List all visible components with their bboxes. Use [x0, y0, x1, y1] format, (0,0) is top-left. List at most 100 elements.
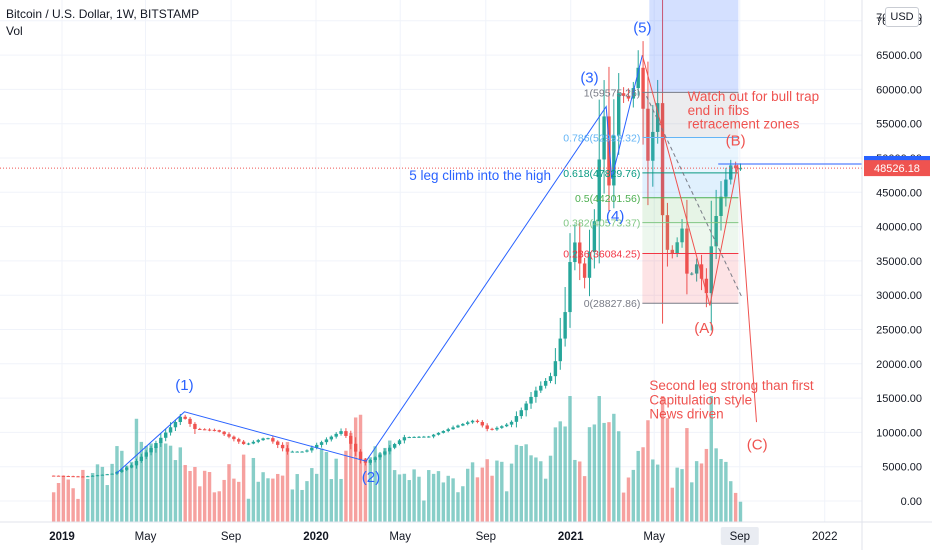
candle	[392, 444, 397, 448]
y-tick-label: 35000.00	[876, 256, 922, 268]
volume-bar	[392, 470, 397, 522]
candle	[90, 475, 95, 477]
candle	[271, 438, 275, 442]
volume-bar	[519, 446, 523, 522]
fib-label-0.618: 0.618(47829.76)	[563, 168, 640, 180]
x-tick-label: 2019	[49, 531, 75, 543]
x-tick-label: 2020	[303, 531, 329, 543]
candle	[621, 93, 626, 96]
volume-bar	[144, 445, 148, 522]
candle	[314, 444, 319, 448]
candle	[110, 473, 114, 475]
candle	[329, 436, 334, 440]
volume-bar	[495, 460, 499, 522]
candle	[173, 422, 178, 428]
volume-bar	[733, 492, 738, 522]
candle	[368, 460, 372, 463]
wave-label-2: (2)	[362, 469, 380, 486]
volume-bar	[690, 482, 694, 522]
volume-bar	[524, 444, 528, 522]
candle	[125, 467, 129, 470]
volume-bar	[178, 447, 183, 522]
volume-bar	[290, 489, 295, 522]
candle	[665, 215, 670, 250]
volume-bar	[475, 477, 480, 522]
volume-bars	[51, 396, 743, 522]
candle	[412, 436, 416, 438]
volume-bar	[227, 464, 231, 522]
candle	[587, 252, 592, 278]
volume-bar	[636, 450, 640, 522]
candle	[227, 434, 231, 437]
volume-bar	[670, 487, 675, 522]
volume-bar	[655, 464, 660, 522]
volume-bar	[207, 472, 212, 522]
annotation-text: 5 leg climb into the high	[409, 168, 551, 183]
wave-label-3: (3)	[580, 70, 598, 87]
volume-bar	[714, 448, 718, 522]
candle	[456, 425, 460, 428]
candle	[733, 165, 738, 169]
volume-bar	[310, 468, 314, 522]
candle	[548, 376, 553, 381]
candle	[81, 476, 85, 478]
volume-bar	[319, 448, 324, 522]
candle	[427, 436, 431, 438]
trend-dashed-line	[646, 96, 744, 299]
volume-bar	[441, 482, 446, 522]
candle	[383, 451, 387, 455]
volume-bar	[558, 421, 562, 522]
candle	[709, 246, 713, 294]
volume-bar	[407, 480, 411, 522]
candle	[86, 476, 90, 478]
grid	[0, 0, 862, 522]
symbol-title[interactable]: Bitcoin / U.S. Dollar, 1W, BITSTAMP	[6, 7, 200, 21]
volume-bar	[232, 478, 236, 522]
impulse-wave-line	[115, 54, 643, 474]
volume-bar	[617, 431, 621, 522]
candle	[188, 418, 192, 424]
volume-bar	[125, 465, 129, 522]
candle	[339, 431, 343, 434]
candle	[193, 423, 197, 429]
annotation-text: retracement zones	[688, 117, 800, 132]
volume-indicator-label[interactable]: Vol	[6, 24, 23, 38]
volume-bar	[660, 396, 665, 522]
x-tick-label: Sep	[221, 531, 241, 543]
candle	[646, 108, 650, 161]
volume-bar	[397, 474, 402, 522]
candle	[290, 451, 295, 453]
volume-bar	[724, 461, 728, 522]
volume-bar	[339, 478, 343, 522]
volume-bar	[607, 422, 611, 522]
volume-bar	[139, 441, 144, 522]
candle	[670, 249, 675, 254]
volume-bar	[534, 457, 538, 522]
candle	[198, 428, 202, 430]
candle	[485, 425, 489, 429]
volume-bar	[168, 445, 173, 522]
y-tick-label: 5000.00	[882, 462, 922, 474]
x-tick-label: May	[643, 531, 665, 543]
volume-bar	[480, 467, 485, 522]
volume-bar	[295, 474, 299, 522]
candle	[66, 476, 70, 478]
volume-bar	[646, 420, 650, 522]
corrective-wave-line	[641, 54, 757, 423]
candle	[602, 116, 606, 160]
volume-bar	[456, 492, 460, 522]
volume-bar	[597, 396, 601, 522]
currency-button[interactable]: USD	[885, 7, 919, 27]
candle	[105, 474, 109, 476]
candle	[651, 131, 655, 161]
candle	[388, 447, 392, 452]
wave-label-a: (A)	[694, 320, 714, 337]
candle	[660, 103, 665, 216]
fib-label-0.5: 0.5(44201.56)	[575, 193, 640, 205]
volume-bar	[461, 486, 465, 522]
annotation-text: Second leg strong than first	[649, 378, 814, 393]
volume-bar	[680, 469, 684, 522]
candle	[159, 437, 163, 444]
volume-bar	[368, 457, 372, 522]
